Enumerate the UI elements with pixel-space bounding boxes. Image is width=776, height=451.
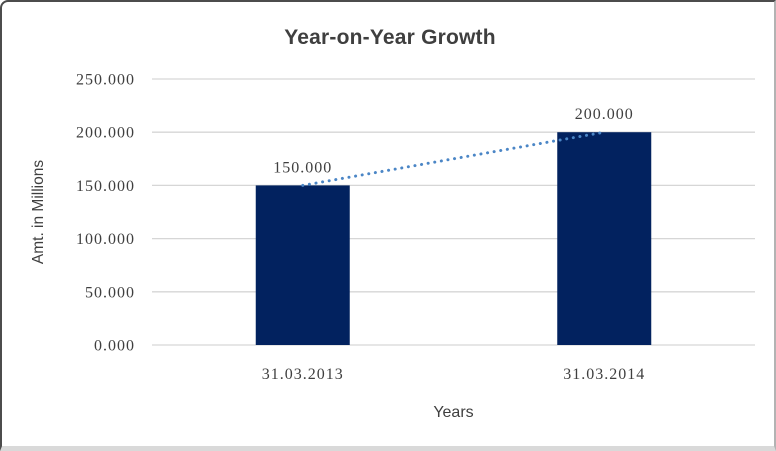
- trendline: [301, 130, 606, 187]
- data-label: 150.000: [273, 159, 332, 176]
- data-label: 200.000: [575, 106, 634, 123]
- y-tick-label: 50.000: [85, 284, 135, 301]
- y-tick-label: 150.000: [76, 178, 135, 195]
- x-tick-label: 31.03.2014: [563, 366, 645, 383]
- bar: [255, 185, 350, 345]
- y-tick-label: 200.000: [76, 125, 135, 142]
- y-tick-label: 250.000: [76, 72, 135, 89]
- x-axis-title: Years: [433, 404, 474, 421]
- bar: [557, 132, 652, 345]
- y-tick-label: 0.000: [94, 338, 135, 355]
- y-tick-label: 100.000: [76, 231, 135, 248]
- chart-title: Year-on-Year Growth: [284, 26, 496, 49]
- x-tick-label: 31.03.2013: [262, 366, 344, 383]
